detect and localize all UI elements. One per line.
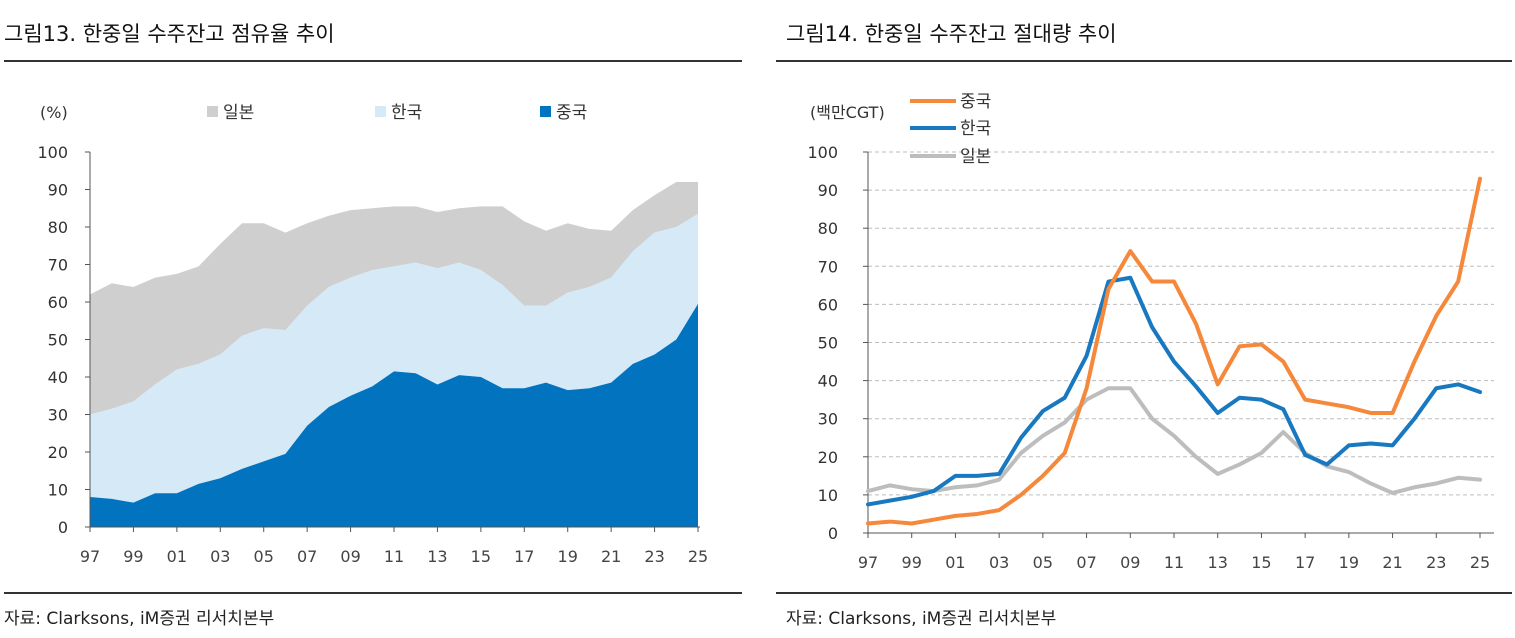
left-x-tick-label: 23 — [644, 547, 664, 566]
right-legend-label: 일본 — [960, 147, 991, 167]
left-legend-swatch — [207, 106, 218, 117]
right-y-tick-label: 50 — [818, 334, 838, 353]
right-volume-chart: 0 10 20 30 40 50 60 70 80 90 100 97 99 01 03 05 07 09 11 13… — [807, 92, 1494, 572]
right-x-tick-label: 23 — [1426, 553, 1446, 572]
right-x-tick-label: 07 — [1076, 553, 1096, 572]
right-x-tick-label: 99 — [902, 553, 922, 572]
right-y-tick-label: 90 — [818, 181, 838, 200]
japan-share-area — [90, 182, 698, 415]
left-y-tick-label: 0 — [58, 518, 68, 537]
left-legend-label: 한국 — [391, 103, 422, 123]
right-panel: 그림14. 한중일 수주잔고 절대량 추이 0 10 20 30 40 50 60 70 80 9… — [772, 0, 1515, 638]
right-y-tick-label: 40 — [818, 372, 838, 391]
left-legend-swatch — [540, 106, 551, 117]
right-y-tick-label: 70 — [818, 257, 838, 276]
left-x-tick-label: 07 — [297, 547, 317, 566]
right-y-tick-label: 30 — [818, 410, 838, 429]
left-x-tick-label: 03 — [210, 547, 230, 566]
left-x-tick-label: 19 — [558, 547, 578, 566]
left-y-tick-label: 20 — [48, 443, 68, 462]
left-panel: 그림13. 한중일 수주잔고 점유율 추이 0 10 20 30 40 50 60 70 80 9… — [0, 0, 745, 638]
left-x-tick-label: 25 — [688, 547, 708, 566]
left-x-tick-label: 97 — [80, 547, 100, 566]
right-y-tick-label: 80 — [818, 219, 838, 238]
right-x-tick-label: 03 — [989, 553, 1009, 572]
right-x-tick-label: 13 — [1208, 553, 1228, 572]
right-x-tick-label: 17 — [1295, 553, 1315, 572]
left-source-text: 자료: Clarksons, iM증권 리서치본부 — [4, 609, 275, 629]
left-legend-label: 중국 — [556, 103, 587, 123]
right-legend-label: 중국 — [960, 92, 991, 112]
korea-share-area — [90, 213, 698, 503]
left-share-chart: 0 10 20 30 40 50 60 70 80 90 100 97 99 01 03 05 07 09 11 13… — [37, 103, 708, 566]
china-share-area — [90, 303, 698, 527]
right-x-tick-label: 05 — [1033, 553, 1053, 572]
right-source-rule — [776, 592, 1512, 594]
left-y-tick-label: 80 — [48, 218, 68, 237]
japan-line — [866, 386, 1482, 495]
left-x-tick-label: 17 — [514, 547, 534, 566]
left-x-tick-label: 21 — [601, 547, 621, 566]
left-y-tick-label: 10 — [48, 481, 68, 500]
left-x-tick-label: 01 — [167, 547, 187, 566]
right-y-tick-label: 20 — [818, 448, 838, 467]
left-title-rule — [4, 60, 742, 62]
right-x-tick-label: 25 — [1470, 553, 1490, 572]
left-x-tick-label: 15 — [471, 547, 491, 566]
left-y-tick-label: 50 — [48, 331, 68, 350]
right-x-tick-label: 19 — [1339, 553, 1359, 572]
left-y-tick-label: 70 — [48, 256, 68, 275]
left-x-tick-label: 09 — [340, 547, 360, 566]
left-y-tick-label: 40 — [48, 368, 68, 387]
left-y-unit-label: (%) — [40, 103, 68, 122]
left-y-tick-label: 60 — [48, 293, 68, 312]
left-x-tick-label: 05 — [254, 547, 274, 566]
right-y-tick-label: 0 — [828, 524, 838, 543]
right-y-unit-label: (백만CGT) — [810, 103, 885, 122]
left-legend-label: 일본 — [223, 103, 254, 123]
right-x-tick-label: 15 — [1251, 553, 1271, 572]
left-x-tick-label: 11 — [384, 547, 404, 566]
right-x-tick-label: 01 — [945, 553, 965, 572]
right-y-tick-label: 10 — [818, 486, 838, 505]
right-title-rule — [776, 60, 1512, 62]
right-legend-label: 한국 — [960, 119, 991, 139]
right-y-tick-label: 100 — [807, 143, 838, 162]
right-x-tick-label: 21 — [1382, 553, 1402, 572]
right-y-tick-label: 60 — [818, 295, 838, 314]
left-y-tick-label: 90 — [48, 181, 68, 200]
left-x-tick-label: 13 — [427, 547, 447, 566]
left-chart-title: 그림13. 한중일 수주잔고 점유율 추이 — [4, 22, 335, 46]
right-source-text: 자료: Clarksons, iM증권 리서치본부 — [786, 609, 1057, 629]
right-chart-title: 그림14. 한중일 수주잔고 절대량 추이 — [786, 22, 1117, 46]
left-y-tick-label: 30 — [48, 406, 68, 425]
right-x-tick-label: 11 — [1164, 553, 1184, 572]
right-x-tick-label: 09 — [1120, 553, 1140, 572]
left-source-rule — [4, 592, 742, 594]
left-legend-swatch — [375, 106, 386, 117]
left-x-tick-label: 99 — [123, 547, 143, 566]
china-line — [866, 176, 1482, 526]
right-x-tick-label: 97 — [858, 553, 878, 572]
korea-line — [866, 275, 1482, 507]
left-y-tick-label: 100 — [37, 143, 68, 162]
